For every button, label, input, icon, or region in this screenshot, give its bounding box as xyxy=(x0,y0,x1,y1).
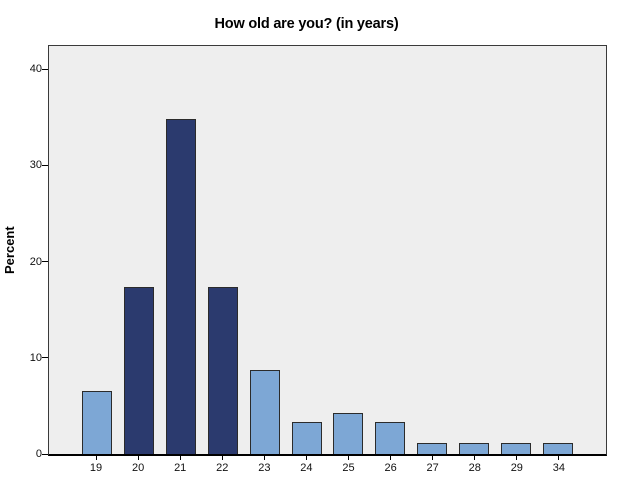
bar-23 xyxy=(249,370,280,454)
x-tick: 24 xyxy=(285,456,327,474)
bar-slot xyxy=(495,443,537,454)
y-axis: 0 10 20 30 40 xyxy=(0,46,48,460)
x-tick-label: 20 xyxy=(131,462,145,474)
bars-container xyxy=(49,46,606,454)
x-tick-mark xyxy=(305,456,307,460)
bar-slot xyxy=(537,443,579,454)
plot-area xyxy=(48,45,607,456)
x-tick: 21 xyxy=(159,456,201,474)
bar-slot xyxy=(202,286,244,454)
bar-34 xyxy=(543,443,574,454)
bar-20 xyxy=(123,286,154,454)
x-tick-mark xyxy=(263,456,265,460)
bar-21 xyxy=(165,119,196,454)
x-tick: 27 xyxy=(412,456,454,474)
bar-28 xyxy=(459,443,490,454)
x-tick-label: 24 xyxy=(300,462,313,474)
x-tick-mark xyxy=(558,456,560,460)
bar-27 xyxy=(417,443,448,454)
y-tick-mark xyxy=(42,357,48,359)
x-tick: 29 xyxy=(496,456,538,474)
x-tick-mark xyxy=(516,456,518,460)
bar-19 xyxy=(81,391,112,454)
bar-25 xyxy=(333,412,364,454)
bar-22 xyxy=(207,286,238,454)
x-tick: 25 xyxy=(327,456,369,474)
bar-slot xyxy=(118,286,160,454)
bar-slot xyxy=(453,443,495,454)
y-tick-mark xyxy=(42,261,48,263)
bar-26 xyxy=(375,422,406,454)
x-tick: 23 xyxy=(243,456,285,474)
x-tick-mark xyxy=(348,456,349,460)
chart-title: How old are you? (in years) xyxy=(214,16,399,32)
x-tick-label: 27 xyxy=(426,462,439,474)
x-tick-label: 19 xyxy=(89,462,103,474)
x-tick: 19 xyxy=(75,456,117,474)
bar-29 xyxy=(501,443,532,454)
x-tick-mark xyxy=(390,456,392,460)
y-tick-label: 30 xyxy=(29,159,42,172)
x-tick-mark xyxy=(179,456,181,460)
x-tick: 22 xyxy=(201,456,243,474)
bar-slot xyxy=(244,370,286,454)
bar-slot xyxy=(76,391,118,454)
x-tick-mark xyxy=(95,456,97,460)
bar-24 xyxy=(291,422,322,454)
x-tick-label: 21 xyxy=(174,462,187,474)
x-tick: 26 xyxy=(370,456,412,474)
x-tick-mark xyxy=(137,456,139,460)
y-tick-label: 10 xyxy=(29,351,42,364)
y-tick-mark xyxy=(42,68,48,70)
x-tick-label: 26 xyxy=(384,462,397,474)
bar-slot xyxy=(328,412,370,454)
y-tick-mark xyxy=(42,453,48,455)
x-tick: 34 xyxy=(538,456,580,474)
x-tick-mark xyxy=(221,456,223,460)
x-tick: 28 xyxy=(454,456,496,474)
bar-slot xyxy=(411,443,453,454)
x-tick-mark xyxy=(432,456,434,460)
x-tick-label: 28 xyxy=(468,462,481,474)
x-tick-mark xyxy=(474,456,476,460)
y-tick-mark xyxy=(42,164,48,166)
x-axis: 19 20 21 22 23 24 25 26 27 28 29 34 xyxy=(48,456,607,474)
bar-slot xyxy=(160,119,202,454)
y-tick-label: 0 xyxy=(35,448,42,460)
x-tick-label: 29 xyxy=(510,462,523,474)
x-tick: 20 xyxy=(117,456,159,474)
x-tick-label: 22 xyxy=(216,462,229,474)
bar-slot xyxy=(286,422,328,454)
y-tick-label: 20 xyxy=(29,255,42,268)
y-tick-label: 40 xyxy=(29,63,42,76)
x-tick-label: 25 xyxy=(342,462,355,474)
x-tick-label: 34 xyxy=(552,462,566,474)
x-tick-label: 23 xyxy=(258,462,271,474)
bar-slot xyxy=(369,422,411,454)
